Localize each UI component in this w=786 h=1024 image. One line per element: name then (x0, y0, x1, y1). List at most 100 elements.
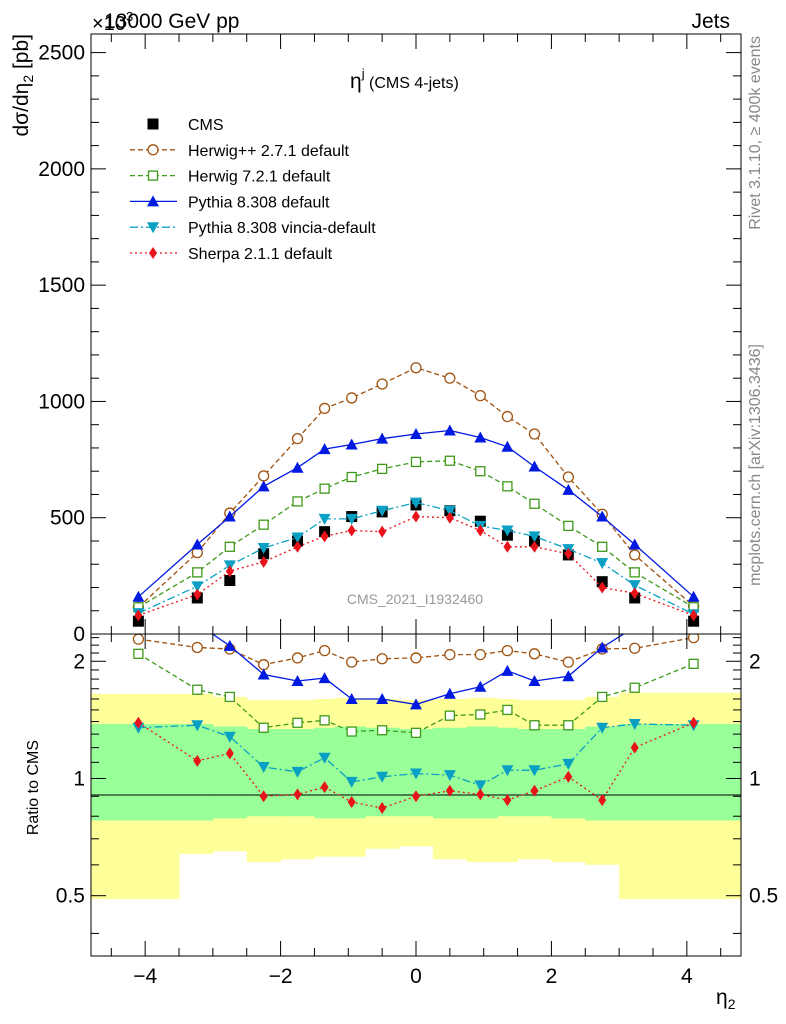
point-sherpa-2-1-1-default (347, 524, 356, 537)
ratio-bands-layer (91, 692, 741, 900)
x-tick-label: 2 (546, 965, 558, 988)
ratio-point-sherpa-2-1-1-default (134, 716, 143, 729)
ratio-point-herwig-7-2-1-default (475, 709, 486, 720)
point-sherpa-2-1-1-default (225, 565, 234, 578)
ratio-line-herwig-7-2-1-default (138, 653, 694, 734)
series-pythia-8-308-default (132, 424, 700, 602)
point-cms (224, 575, 236, 587)
main-series-layer (132, 362, 700, 627)
y-tick-label: 2500 (38, 42, 85, 65)
ratio-point-sherpa-2-1-1-default (503, 794, 512, 807)
point-herwig-7-2-1-default (444, 455, 456, 466)
x-tick-label: 0 (410, 965, 422, 988)
point-herwig-7-2-1-default (376, 463, 388, 475)
ratio-point-herwig-7-2-1-default (258, 722, 269, 733)
point-sherpa-2-1-1-default (503, 540, 512, 553)
band-inner-bin (466, 726, 498, 819)
ratio-point-sherpa-2-1-1-default (445, 784, 454, 797)
ratio-point-pythia-8-308-default (562, 670, 575, 682)
band-inner-bin (652, 724, 741, 821)
ratio-point-herwig-7-2-1-default (688, 658, 699, 669)
point-pythia-8-308-vincia-default (376, 505, 389, 517)
point-herwig-7-2-1-default (475, 466, 486, 477)
legend-label-cms: CMS (188, 117, 224, 134)
point-herwig-7-2-1-default (629, 567, 640, 578)
ratio-point-herwig-7-2-1-default (319, 715, 330, 726)
point-pythia-8-308-vincia-default (318, 513, 331, 525)
ratio-point-herwig-7-2-1-default (133, 648, 144, 659)
ratio-point-pythia-8-308-vincia-default (501, 765, 514, 777)
ratio-point-herwig-7-2-1-default (529, 720, 540, 731)
point-pythia-8-308-vincia-default (257, 542, 270, 554)
point-herwig-7-2-1-default (192, 567, 203, 578)
point-herwig-2-7-1-default (376, 378, 388, 390)
point-sherpa-2-1-1-default (378, 525, 387, 538)
ratio-point-herwig-2-7-1-default (376, 653, 388, 665)
ratio-point-pythia-8-308-default (474, 680, 487, 692)
point-herwig-7-2-1-default (410, 456, 422, 468)
point-herwig-2-7-1-default (444, 372, 456, 384)
ratio-point-herwig-2-7-1-default (629, 642, 641, 654)
main-y-axis: 0 500 1000 1500 2000 2500 (38, 42, 741, 646)
ratio-panel: 0.5 0.5 1 1 2 2 −4 −2 0 2 4 Ratio to CMS η2 (25, 621, 778, 1012)
point-pythia-8-308-vincia-default (501, 525, 514, 537)
ratio-point-herwig-2-7-1-default (528, 648, 541, 660)
ratio-point-pythia-8-308-vincia-default (191, 720, 204, 732)
main-x-ticks (110, 34, 722, 634)
y-tick-label: 2000 (38, 158, 85, 181)
series-sherpa-2-1-1-default (134, 510, 698, 622)
ratio-point-sherpa-2-1-1-default (530, 784, 539, 797)
point-sherpa-2-1-1-default (689, 609, 698, 622)
point-herwig-2-7-1-default (474, 389, 486, 402)
ratio-series-pythia-8-308-default (211, 621, 641, 710)
main-panel: CMS_2021_I1932460 ηj (CMS 4-jets) CMS Her… (10, 33, 742, 646)
point-herwig-2-7-1-default (346, 392, 358, 404)
ratio-point-herwig-7-2-1-default (192, 684, 203, 695)
ratio-point-pythia-8-308-default (223, 639, 236, 651)
exponent-label: ×103 (92, 9, 133, 35)
ratio-point-herwig-7-2-1-default (410, 727, 422, 738)
ratio-series-herwig-7-2-1-default (133, 648, 699, 738)
point-sherpa-2-1-1-default (320, 530, 329, 543)
ratio-series-pythia-8-308-vincia-default (132, 719, 700, 792)
series-herwig-7-2-1-default (133, 455, 699, 613)
side-label-mcplots: mcplots.cern.ch [arXiv:1306.3436] (747, 344, 764, 586)
band-inner-bin (246, 728, 282, 817)
band-inner-bin (91, 724, 180, 821)
legend-label-pythia-8-308-vincia-default: Pythia 8.308 vincia-default (188, 220, 376, 237)
legend-marker-cms (147, 118, 159, 130)
ratio-point-sherpa-2-1-1-default (225, 747, 234, 760)
point-sherpa-2-1-1-default (293, 540, 302, 553)
point-herwig-7-2-1-default (502, 481, 513, 492)
ratio-point-pythia-8-308-vincia-default (474, 780, 487, 792)
ratio-point-herwig-7-2-1-default (597, 691, 608, 703)
ratio-point-pythia-8-308-default (257, 668, 270, 680)
ratio-point-herwig-7-2-1-default (292, 717, 303, 728)
ratio-point-pythia-8-308-default (629, 621, 641, 632)
ratio-point-herwig-7-2-1-default (224, 691, 235, 703)
ratio-y-label: Ratio to CMS (25, 740, 42, 835)
ratio-point-pythia-8-308-vincia-default (562, 758, 575, 770)
ratio-point-herwig-2-7-1-default (687, 634, 700, 644)
point-herwig-2-7-1-default (562, 471, 574, 483)
point-herwig-7-2-1-default (258, 519, 269, 530)
ratio-point-pythia-8-308-vincia-default (596, 722, 609, 734)
ratio-point-pythia-8-308-vincia-default (443, 770, 456, 782)
point-herwig-7-2-1-default (563, 520, 574, 532)
ratio-point-sherpa-2-1-1-default (598, 794, 607, 807)
point-pythia-8-308-default (191, 538, 204, 550)
ratio-point-sherpa-2-1-1-default (412, 790, 420, 803)
point-pythia-8-308-vincia-default (345, 513, 358, 525)
ratio-point-pythia-8-308-vincia-default (628, 719, 641, 731)
ratio-series-sherpa-2-1-1-default (134, 716, 698, 814)
ratio-point-pythia-8-308-default (345, 693, 358, 705)
point-sherpa-2-1-1-default (530, 540, 539, 553)
point-sherpa-2-1-1-default (598, 581, 607, 594)
point-pythia-8-308-vincia-default (443, 505, 456, 517)
ratio-point-sherpa-2-1-1-default (564, 770, 573, 783)
x-tick-label: −2 (269, 965, 293, 988)
point-sherpa-2-1-1-default (193, 588, 202, 601)
point-herwig-2-7-1-default (291, 433, 304, 445)
legend-item-cms: CMS (147, 117, 224, 134)
point-herwig-2-7-1-default (410, 362, 422, 374)
